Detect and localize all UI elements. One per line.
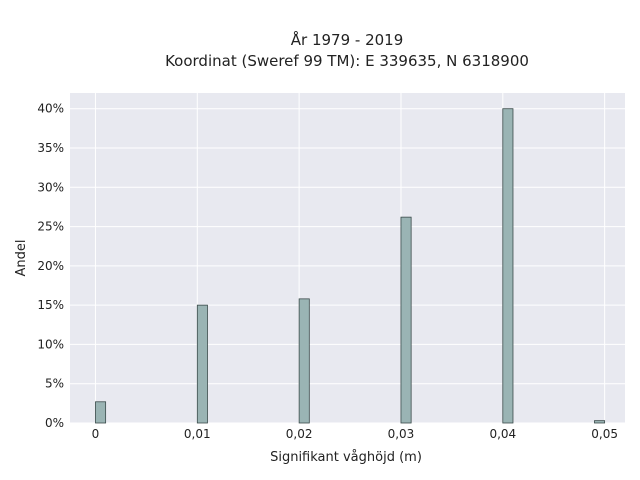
histogram-bar: [298, 298, 310, 424]
y-tick-label: 40%: [37, 102, 64, 116]
y-tick-label: 5%: [45, 377, 64, 391]
y-axis-label: Andel: [14, 240, 29, 277]
histogram-bar: [502, 108, 514, 424]
x-axis-label: Signifikant våghöjd (m): [270, 450, 422, 465]
plot-area: [70, 93, 625, 423]
y-tick-label: 25%: [37, 220, 64, 234]
chart-title: År 1979 - 2019: [291, 30, 404, 49]
chart-subtitle: Koordinat (Sweref 99 TM): E 339635, N 63…: [165, 52, 529, 70]
x-tick-label: 0,01: [184, 427, 211, 441]
histogram-bar: [594, 420, 606, 424]
y-tick-label: 10%: [37, 337, 64, 351]
x-tick-label: 0,04: [489, 427, 516, 441]
x-axis-ticks: 0 0,01 0,02 0,03 0,04 0,05: [92, 427, 618, 441]
x-tick-label: 0: [92, 427, 100, 441]
histogram-bar: [95, 401, 107, 424]
y-tick-label: 20%: [37, 259, 64, 273]
y-tick-label: 35%: [37, 141, 64, 155]
x-tick-label: 0,02: [286, 427, 313, 441]
x-tick-label: 0,05: [591, 427, 618, 441]
x-tick-label: 0,03: [388, 427, 415, 441]
y-tick-label: 30%: [37, 180, 64, 194]
bars: [95, 108, 606, 424]
y-tick-label: 0%: [45, 416, 64, 430]
histogram-bar: [400, 216, 412, 424]
histogram-bar: [196, 304, 208, 424]
y-tick-label: 15%: [37, 298, 64, 312]
y-axis-ticks: 0% 5% 10% 15% 20% 25% 30% 35% 40%: [37, 102, 64, 430]
